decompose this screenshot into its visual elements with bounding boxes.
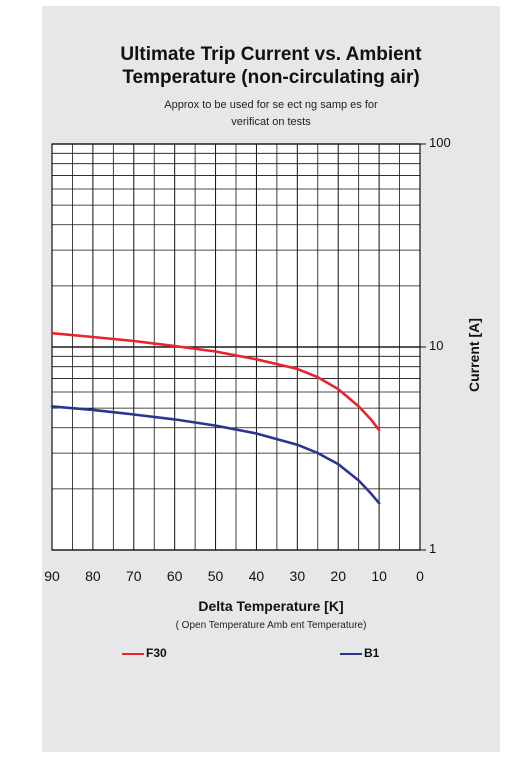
legend-item-b1: B1 [340,646,379,660]
y-tick-label: 100 [429,135,451,150]
legend-swatch-b1 [340,652,362,655]
x-tick-label: 30 [289,568,306,584]
y-tick-label: 10 [429,338,444,353]
chart-subtitle-line-1: Approx to be used for se ect ng samp es … [164,99,378,111]
x-tick-label: 80 [85,568,101,584]
x-tick-label: 70 [125,568,142,584]
series-line-b1 [50,405,381,505]
x-tick-label: 40 [248,568,265,584]
x-tick-label: 90 [44,568,60,584]
y-axis-label: Current [A] [466,318,482,392]
x-tick-label: 0 [416,568,424,584]
chart-title-line-2: Temperature (non-circulating air) [122,67,420,88]
series-line-f30 [50,331,381,432]
chart-title-line-1: Ultimate Trip Current vs. Ambient [120,44,422,65]
x-tick-label: 60 [166,568,183,584]
legend-swatch-f30 [122,652,144,655]
x-axis-note: ( Open Temperature Amb ent Temperature) [175,620,367,631]
x-tick-label: 10 [371,568,387,584]
legend-label-b1: B1 [364,646,380,660]
legend-label-f30: F30 [146,646,167,660]
chart-subtitle-line-2: verificat on tests [231,116,311,128]
x-axis-label: Delta Temperature [K] [198,598,344,614]
x-tick-label: 50 [207,568,224,584]
y-tick-label: 1 [429,541,437,556]
x-tick-label: 20 [330,568,346,584]
legend-item-f30: F30 [122,646,167,660]
